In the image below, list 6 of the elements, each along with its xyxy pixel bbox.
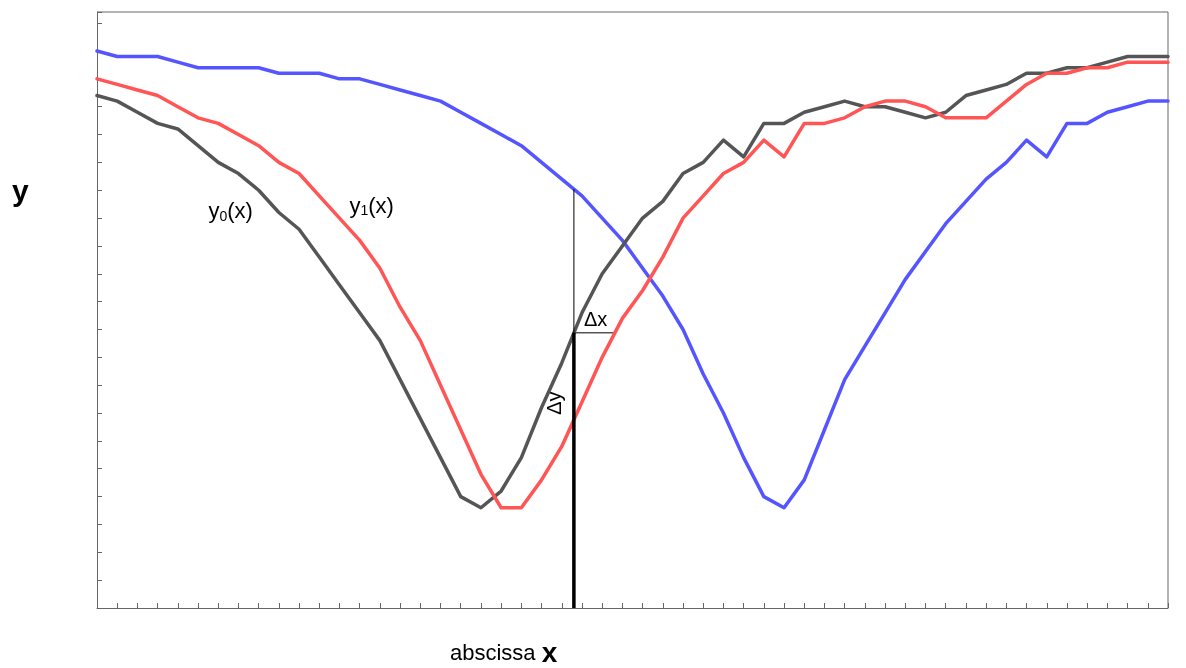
annotation: Δx xyxy=(583,307,608,330)
series-label: y1(x) xyxy=(349,192,394,219)
y-axis-title: y xyxy=(12,173,29,207)
annotation: Δy xyxy=(542,391,565,415)
x-axis-title: abscissa x xyxy=(450,636,558,668)
series-label: y0(x) xyxy=(208,198,253,224)
